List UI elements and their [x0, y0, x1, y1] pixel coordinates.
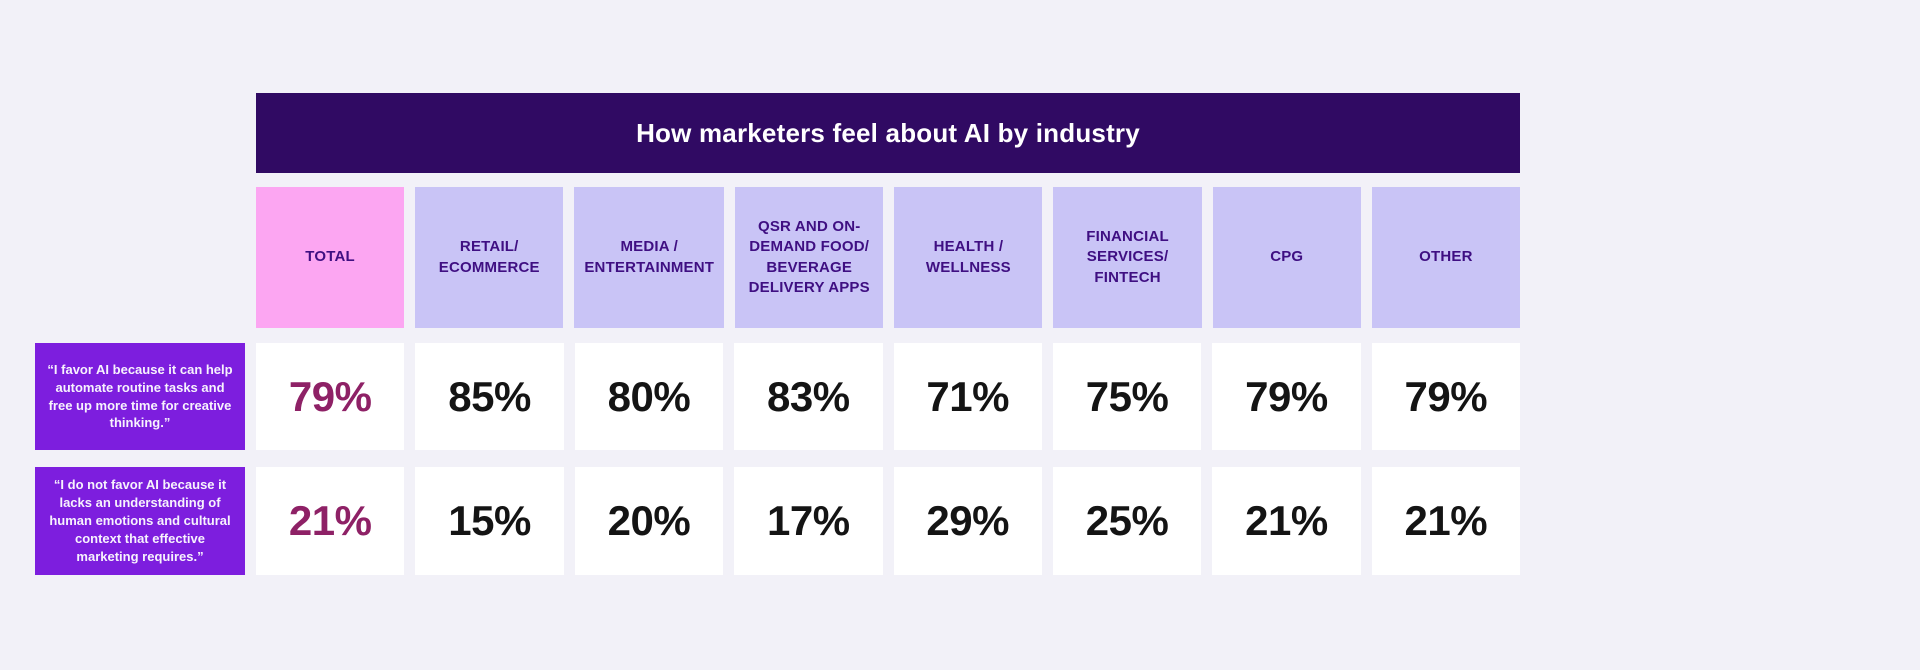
- value-favor-total: 79%: [256, 343, 405, 450]
- value-not-favor-qsr: 17%: [734, 467, 883, 575]
- column-header-row: TOTAL RETAIL/ ECOMMERCE MEDIA / ENTERTAI…: [256, 187, 1520, 328]
- value-favor-cpg: 79%: [1212, 343, 1361, 450]
- value-not-favor-financial: 25%: [1052, 467, 1202, 575]
- column-header-financial: FINANCIAL SERVICES/ FINTECH: [1053, 187, 1202, 328]
- value-not-favor-other: 21%: [1371, 467, 1520, 575]
- column-header-qsr: QSR AND ON-DEMAND FOOD/ BEVERAGE DELIVER…: [735, 187, 884, 328]
- value-not-favor-health: 29%: [893, 467, 1042, 575]
- table-title: How marketers feel about AI by industry: [636, 117, 1140, 148]
- column-header-retail: RETAIL/ ECOMMERCE: [415, 187, 564, 328]
- value-favor-media: 80%: [574, 343, 724, 450]
- value-favor-health: 71%: [893, 343, 1042, 450]
- data-row-not-favor-ai: 21% 15% 20% 17% 29% 25% 21% 21%: [256, 467, 1520, 575]
- value-not-favor-media: 20%: [574, 467, 724, 575]
- row-label-not-favor-ai-text: “I do not favor AI because it lacks an u…: [49, 477, 231, 564]
- data-row-favor-ai: 79% 85% 80% 83% 71% 75% 79% 79%: [256, 343, 1520, 450]
- value-not-favor-retail: 15%: [415, 467, 564, 575]
- row-label-not-favor-ai: “I do not favor AI because it lacks an u…: [35, 467, 245, 575]
- table-title-bar: How marketers feel about AI by industry: [256, 93, 1520, 173]
- value-favor-financial: 75%: [1052, 343, 1202, 450]
- value-not-favor-total: 21%: [256, 467, 405, 575]
- value-not-favor-cpg: 21%: [1212, 467, 1361, 575]
- value-favor-other: 79%: [1371, 343, 1520, 450]
- column-header-other: OTHER: [1371, 187, 1520, 328]
- column-header-health: HEALTH / WELLNESS: [894, 187, 1043, 328]
- row-label-favor-ai: “I favor AI because it can help automate…: [35, 343, 245, 450]
- column-header-total: TOTAL: [256, 187, 405, 328]
- column-header-media: MEDIA / ENTERTAINMENT: [574, 187, 725, 328]
- value-favor-retail: 85%: [415, 343, 564, 450]
- row-label-favor-ai-text: “I favor AI because it can help automate…: [47, 361, 233, 431]
- column-header-cpg: CPG: [1212, 187, 1361, 328]
- value-favor-qsr: 83%: [734, 343, 883, 450]
